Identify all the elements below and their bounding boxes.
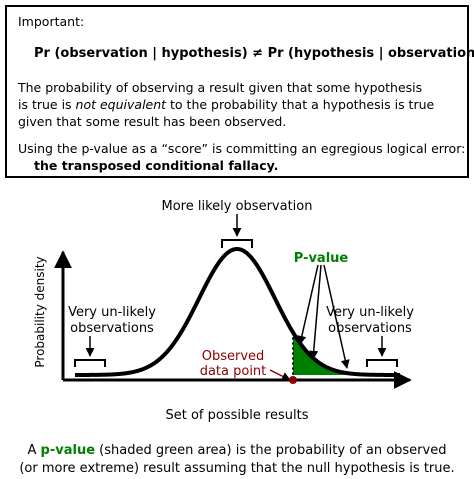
observed-label-line1: Observed	[202, 349, 265, 364]
caption-pvalue-term: p-value	[40, 443, 96, 458]
pvalue-label: P-value	[294, 251, 349, 266]
probability-inequality: Pr (observation | hypothesis) ≠ Pr (hypo…	[34, 46, 474, 61]
pvalue-arrow-2	[309, 264, 322, 360]
para1-line2-post: to the probability that a hypothesis is …	[166, 97, 435, 112]
right-unlikely-label-line2: observations	[328, 321, 412, 336]
para1-line3: given that some result has been observed…	[18, 114, 287, 129]
emphasis-not-equivalent: not equivalent	[75, 97, 167, 112]
caption-line1: A p-value (shaded green area) is the pro…	[0, 442, 474, 460]
left-unlikely-label-line2: observations	[70, 321, 154, 336]
bell-curve	[74, 246, 400, 377]
para1-line1: The probability of observing a result gi…	[18, 80, 423, 95]
pvalue-arrow-3	[323, 264, 350, 369]
caption-post: (shaded green area) is the probability o…	[95, 443, 447, 458]
observed-data-point	[289, 376, 297, 384]
para1-line2: is true is not equivalent to the probabi…	[18, 96, 434, 113]
caption-pre: A	[27, 443, 41, 458]
left-bracket	[74, 359, 106, 367]
observed-label-line2: data point	[200, 364, 267, 379]
fallacy-name: the transposed conditional fallacy.	[34, 158, 279, 173]
para2-line1: Using the p-value as a “score” is commit…	[18, 141, 466, 156]
pvalue-arrow-1	[297, 264, 319, 345]
explanation-box: Important: Pr (observation | hypothesis)…	[5, 5, 474, 178]
y-axis-label: Probability density	[33, 256, 47, 367]
caption-line2: (or more extreme) result assuming that t…	[19, 461, 455, 476]
para1-line2-pre: is true is	[18, 97, 76, 112]
top-bracket	[221, 239, 253, 248]
observed-arrow	[269, 369, 291, 381]
x-axis-label: Set of possible results	[165, 408, 308, 423]
right-unlikely-label-line1: Very un-likely	[326, 305, 414, 320]
left-unlikely-label-line1: Very un-likely	[68, 305, 156, 320]
pvalue-shaded-area	[293, 332, 362, 375]
heading: Important:	[18, 14, 85, 29]
more-likely-label: More likely observation	[162, 199, 313, 214]
right-bracket	[366, 359, 398, 367]
